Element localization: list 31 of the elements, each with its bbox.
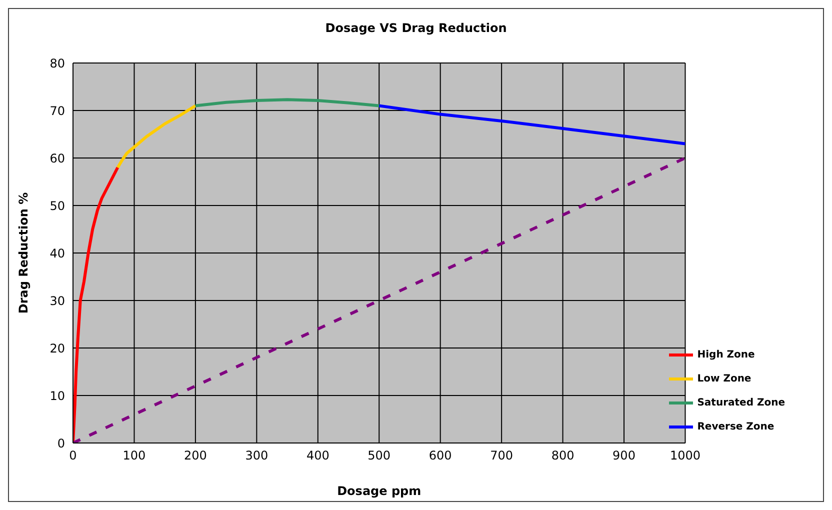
line-series [194, 98, 381, 108]
line-series [116, 104, 197, 169]
x-tick-label: 300 [245, 448, 268, 463]
chart-title: Dosage VS Drag Reduction [324, 21, 508, 35]
legend-label: High Zone [697, 350, 755, 361]
y-tick-label: 10 [50, 388, 65, 403]
x-tick-label: 400 [306, 448, 330, 463]
legend-label: Reverse Zone [697, 422, 774, 433]
y-axis-title: Drag Reduction % [16, 192, 30, 314]
line-series [378, 104, 686, 146]
x-axis-title: Dosage ppm [337, 484, 422, 498]
x-tick-label: 0 [69, 448, 77, 463]
y-tick-label: 50 [50, 198, 65, 213]
y-tick-label: 70 [50, 104, 65, 118]
x-tick-label: 600 [428, 448, 452, 463]
y-tick-label: 30 [50, 294, 65, 308]
y-tick-label: 60 [50, 151, 65, 166]
x-tick-label: 700 [490, 448, 514, 463]
x-tick-label: 1000 [670, 448, 701, 463]
line-series [73, 166, 120, 443]
x-tick-label: 200 [184, 448, 207, 463]
y-tick-label: 20 [50, 341, 65, 356]
y-tick-label: 80 [50, 56, 65, 70]
legend-label: Saturated Zone [697, 398, 785, 409]
y-tick-label: 40 [50, 246, 65, 260]
y-tick-label: 0 [57, 436, 65, 450]
x-tick-label: 900 [612, 448, 636, 463]
x-tick-label: 500 [368, 448, 391, 463]
x-tick-label: 800 [551, 448, 574, 463]
x-tick-label: 100 [122, 448, 146, 463]
legend-label: Low Zone [697, 374, 752, 385]
